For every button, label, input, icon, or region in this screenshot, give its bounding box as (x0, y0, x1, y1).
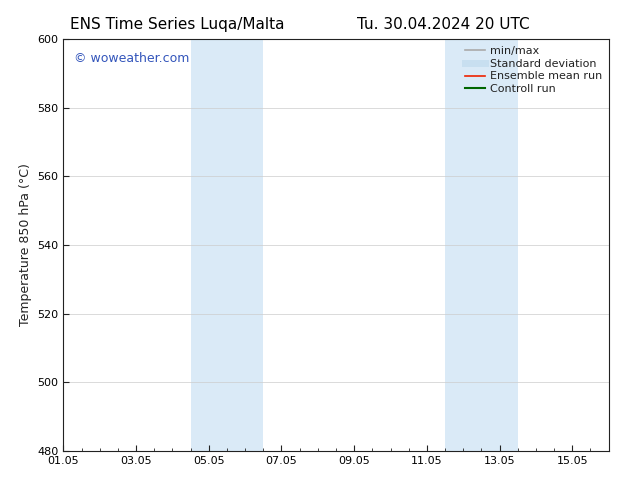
Y-axis label: Temperature 850 hPa (°C): Temperature 850 hPa (°C) (19, 164, 32, 326)
Bar (445, 39, 518, 451)
Text: Tu. 30.04.2024 20 UTC: Tu. 30.04.2024 20 UTC (358, 17, 530, 32)
Legend: min/max, Standard deviation, Ensemble mean run, Controll run: min/max, Standard deviation, Ensemble me… (461, 42, 606, 98)
Text: ENS Time Series Luqa/Malta: ENS Time Series Luqa/Malta (70, 17, 285, 32)
Text: © woweather.com: © woweather.com (74, 51, 190, 65)
Bar (191, 39, 263, 451)
